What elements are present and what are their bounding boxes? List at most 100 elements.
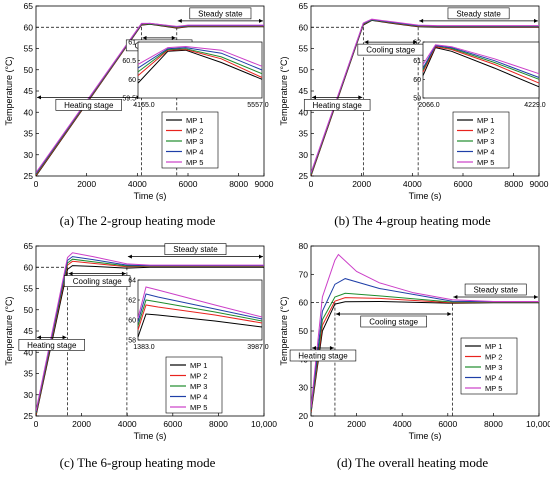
inset-series-mp-5: [137, 45, 263, 67]
x-tick-label: 4000: [118, 419, 137, 429]
inset-y-tick-label: 59.5: [122, 96, 136, 103]
legend: MP 1 MP 2MP 3 MP 4MP 5: [452, 111, 510, 169]
x-tick-label: 8000: [209, 419, 228, 429]
chart-overall: 203040506070800200040006000800010,000Tim…: [279, 241, 550, 441]
arrow-head-left: [364, 40, 369, 45]
legend-label: MP 1: [477, 116, 494, 125]
inset-series-mp-4: [422, 45, 540, 78]
series-group: [36, 22, 264, 176]
x-tick-label: 8000: [484, 419, 503, 429]
inset-y-tick-label: 58: [128, 338, 136, 345]
arrow-head-right: [534, 18, 538, 23]
annotation-label: Cooling stage: [73, 277, 122, 286]
y-axis-label: Temperature (°C): [279, 296, 289, 365]
y-tick-label: 45: [24, 86, 34, 96]
x-tick-label: 2000: [77, 179, 96, 189]
inset-x-tick-label: 3987.0: [247, 344, 269, 351]
inset-y-tick-label: 64: [128, 278, 136, 285]
y-tick-label: 40: [24, 347, 34, 357]
chart-6-group: 25 30 35 40 45 50 55 60 65 0 2000 4000 6000 8000 10,00…: [4, 241, 277, 441]
inset-frame: [137, 41, 263, 99]
x-axis-label: Time (s): [409, 431, 442, 441]
x-tick-label: 0: [309, 419, 314, 429]
x-tick-label: 6000: [454, 179, 473, 189]
arrow-head-right: [358, 95, 363, 100]
annotation-box: [464, 283, 527, 296]
annotation-label: Heating stage: [27, 341, 77, 350]
x-axis-label: Time (s): [134, 431, 167, 441]
y-tick-label: 40: [24, 107, 34, 117]
inset-series-mp-1: [137, 313, 263, 338]
legend-label: MP 3: [190, 382, 207, 391]
y-tick-label: 70: [299, 269, 309, 279]
panel-6-group: 25 30 35 40 45 50 55 60 65 0 2000 4000 6000 8000 10,00…: [0, 240, 277, 480]
inset-series-mp-1: [137, 49, 263, 84]
annotation-box: [18, 339, 85, 351]
inset-series-mp-4: [137, 47, 263, 71]
inset-x-tick-label: 5557.0: [247, 102, 269, 109]
legend-label: MP 5: [477, 158, 494, 167]
arrow-head-right: [171, 35, 176, 40]
x-tick-label: 0: [34, 419, 39, 429]
annotation-box: [64, 275, 131, 287]
plot-group: 25 30 35 40 45 50 55 60 65 0 2000 4000 6000 8000 10,00…: [4, 241, 277, 441]
legend-label: MP 2: [477, 127, 494, 136]
annotation-label: Heating stage: [312, 101, 362, 110]
arrow-head-right: [447, 312, 452, 316]
inset-y-tick-label: 62: [128, 298, 136, 305]
y-tick-label: 55: [299, 44, 309, 54]
legend-label: MP 4: [186, 148, 203, 157]
panel-4-group: 25 30 35 40 45 50 55 60 65 0 2000 4000 6000 8000 9000 T…: [275, 0, 550, 240]
arrow-head-right: [534, 295, 538, 299]
y-tick-label: 65: [299, 1, 309, 11]
caption-4-group: (b) The 4-group heating mode: [334, 213, 491, 228]
arrow-head-right: [62, 335, 67, 340]
y-tick-label: 55: [24, 44, 34, 54]
y-tick-label: 40: [299, 107, 309, 117]
plot-group: 25 30 35 40 45 50 55 60 65 0 2000 4000 6000 8000 9000 T…: [279, 1, 549, 201]
series-line-mp-4: [36, 256, 264, 413]
series-line-mp-1: [36, 265, 264, 416]
inset-series-mp-3: [137, 48, 263, 75]
plot-group: 203040506070800200040006000800010,000Tim…: [279, 241, 550, 441]
annotation-box: [189, 7, 252, 20]
legend-label: MP 4: [485, 374, 502, 383]
y-tick-label: 35: [24, 369, 34, 379]
chart-4-group: 25 30 35 40 45 50 55 60 65 0 2000 4000 6000 8000 9000 T…: [279, 1, 549, 201]
annotation-box: [55, 99, 122, 111]
annotation-label: Steady state: [173, 245, 218, 254]
arrow-head-right: [259, 254, 263, 259]
x-tick-label: 0: [309, 179, 314, 189]
y-tick-label: 50: [299, 65, 309, 75]
arrow-head-left: [177, 18, 182, 23]
caption-overall: (d) The overall heating mode: [336, 455, 489, 470]
inset-x-tick-label: 2066.0: [418, 102, 440, 109]
legend-label: MP 3: [477, 137, 494, 146]
legend-box: [161, 111, 219, 169]
inset-group: 59.5 60 60.5 61 4165.0 5557.0: [122, 40, 268, 110]
x-tick-label: 6000: [179, 179, 198, 189]
annotation-box: [447, 7, 510, 20]
annotation-label: Heating stage: [298, 352, 348, 361]
x-tick-label: 6000: [438, 419, 457, 429]
chart-2-group: 25 30 35 40 45 50 55 60 65 0 2000 4000 6000 8000 9000 T…: [4, 1, 274, 201]
legend-label: MP 3: [186, 137, 203, 146]
x-tick-label: 4000: [393, 419, 412, 429]
x-tick-label: 2000: [352, 179, 371, 189]
inset-y-tick-label: 59: [413, 96, 421, 103]
x-axis-label: Time (s): [409, 191, 442, 201]
y-tick-label: 80: [299, 241, 309, 251]
y-tick-label: 30: [24, 150, 34, 160]
y-tick-label: 25: [24, 171, 34, 181]
legend-label: MP 1: [190, 361, 207, 370]
caption-6-group: (c) The 6-group heating mode: [59, 455, 216, 470]
arrow-head-right: [329, 346, 334, 350]
y-tick-label: 30: [299, 383, 309, 393]
annotation-label: Steady state: [456, 9, 501, 18]
panel-2-group: 25 30 35 40 45 50 55 60 65 0 2000 4000 6000 8000 9000 T…: [0, 0, 275, 240]
legend-label: MP 2: [186, 127, 203, 136]
x-tick-label: 8000: [504, 179, 523, 189]
inset-series-mp-4: [137, 293, 263, 323]
inset-y-tick-label: 61: [128, 40, 136, 47]
y-tick-label: 60: [299, 22, 309, 32]
